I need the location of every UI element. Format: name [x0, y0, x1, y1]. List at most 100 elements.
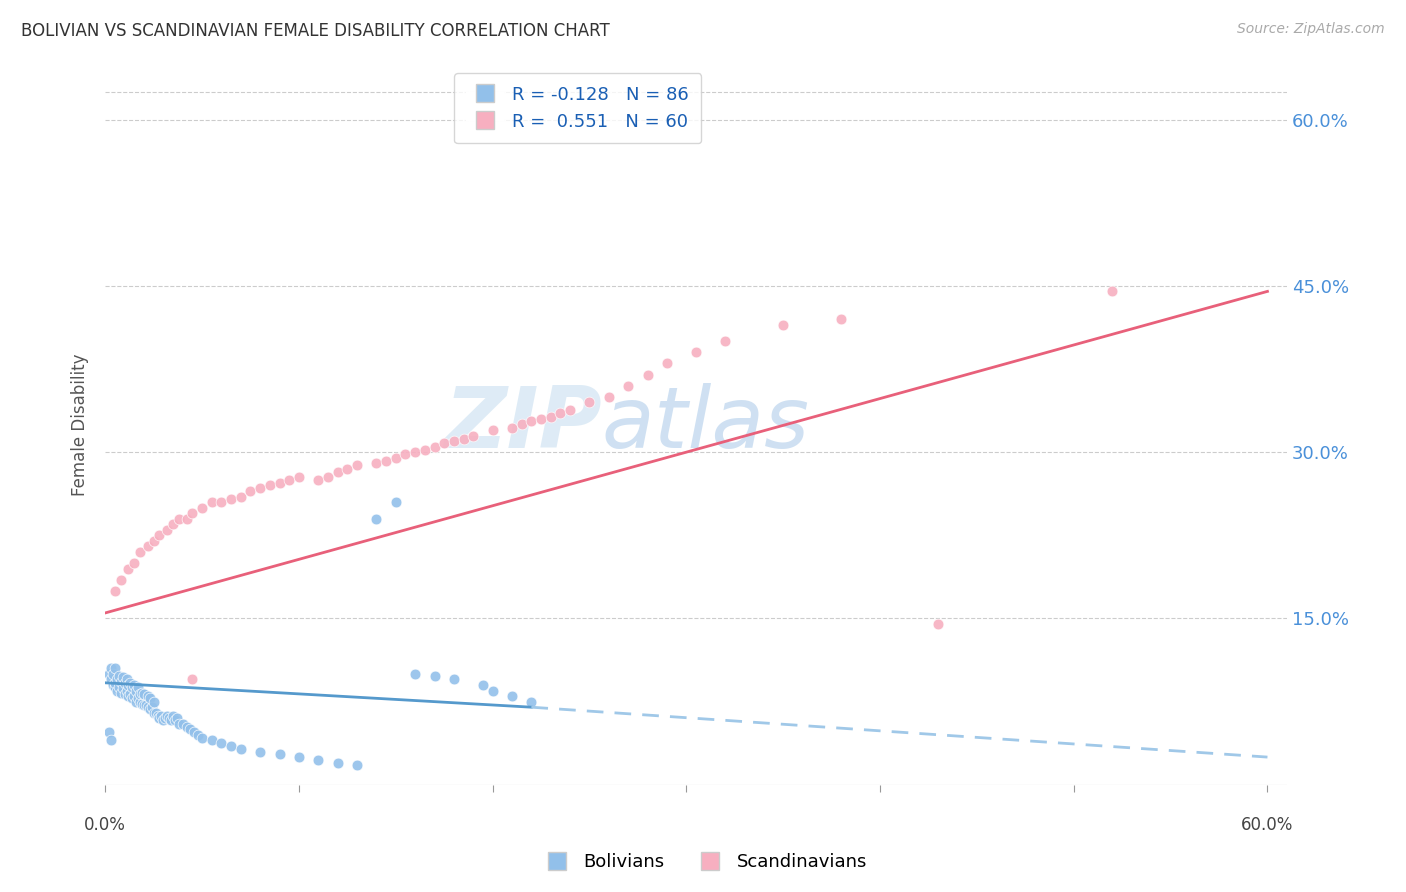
Point: [219, 491, 242, 506]
Point: [115, 673, 138, 687]
Point: [510, 417, 533, 432]
Point: [366, 456, 388, 470]
Point: [152, 714, 174, 728]
Point: [111, 681, 134, 696]
Point: [404, 667, 426, 681]
Point: [201, 495, 224, 509]
Point: [121, 680, 143, 694]
Legend: Bolivians, Scandinavians: Bolivians, Scandinavians: [531, 847, 875, 879]
Point: [104, 675, 127, 690]
Point: [104, 661, 127, 675]
Point: [179, 723, 201, 737]
Point: [249, 481, 271, 495]
Point: [501, 689, 523, 703]
Point: [163, 714, 186, 728]
Point: [229, 490, 252, 504]
Point: [346, 757, 368, 772]
Point: [117, 678, 139, 692]
Point: [142, 695, 165, 709]
Point: [326, 756, 349, 770]
Point: [136, 700, 159, 714]
Point: [132, 698, 155, 712]
Point: [481, 683, 503, 698]
Point: [394, 447, 416, 461]
Point: [132, 687, 155, 701]
Point: [150, 709, 173, 723]
Point: [453, 432, 475, 446]
Point: [117, 689, 139, 703]
Point: [157, 711, 180, 725]
Point: [141, 700, 163, 714]
Point: [156, 709, 179, 723]
Point: [637, 368, 659, 382]
Point: [122, 556, 145, 570]
Point: [129, 687, 152, 701]
Point: [404, 445, 426, 459]
Point: [558, 403, 581, 417]
Point: [288, 469, 311, 483]
Point: [1101, 285, 1123, 299]
Point: [520, 414, 543, 428]
Point: [142, 706, 165, 720]
Point: [136, 540, 159, 554]
Point: [156, 523, 179, 537]
Point: [346, 458, 368, 473]
Point: [101, 678, 124, 692]
Point: [162, 517, 184, 532]
Point: [111, 670, 134, 684]
Point: [139, 702, 162, 716]
Point: [201, 733, 224, 747]
Point: [100, 733, 122, 747]
Point: [191, 731, 214, 746]
Point: [101, 667, 124, 681]
Point: [772, 318, 794, 332]
Point: [167, 511, 190, 525]
Point: [209, 736, 232, 750]
Point: [110, 573, 132, 587]
Point: [114, 675, 136, 690]
Y-axis label: Female Disability: Female Disability: [72, 353, 89, 496]
Point: [830, 312, 852, 326]
Point: [125, 683, 148, 698]
Point: [481, 423, 503, 437]
Point: [423, 669, 446, 683]
Point: [336, 462, 359, 476]
Point: [685, 345, 707, 359]
Point: [129, 545, 152, 559]
Point: [166, 711, 188, 725]
Point: [181, 506, 204, 520]
Point: [160, 714, 183, 728]
Point: [110, 686, 132, 700]
Point: [117, 561, 139, 575]
Point: [239, 483, 262, 498]
Point: [578, 395, 600, 409]
Point: [249, 745, 271, 759]
Point: [307, 473, 329, 487]
Point: [142, 533, 165, 548]
Point: [135, 698, 157, 712]
Point: [288, 750, 311, 764]
Point: [127, 680, 149, 694]
Point: [181, 673, 204, 687]
Point: [326, 465, 349, 479]
Point: [530, 412, 553, 426]
Point: [209, 495, 232, 509]
Point: [423, 440, 446, 454]
Point: [176, 511, 198, 525]
Legend: R = -0.128   N = 86, R =  0.551   N = 60: R = -0.128 N = 86, R = 0.551 N = 60: [454, 73, 702, 144]
Point: [927, 617, 949, 632]
Point: [146, 709, 169, 723]
Text: Source: ZipAtlas.com: Source: ZipAtlas.com: [1237, 22, 1385, 37]
Point: [384, 495, 406, 509]
Point: [259, 478, 281, 492]
Point: [114, 687, 136, 701]
Point: [269, 476, 291, 491]
Point: [145, 706, 167, 720]
Point: [413, 442, 436, 457]
Point: [104, 583, 127, 598]
Point: [122, 689, 145, 703]
Point: [655, 356, 678, 370]
Point: [162, 709, 184, 723]
Point: [501, 421, 523, 435]
Point: [384, 450, 406, 465]
